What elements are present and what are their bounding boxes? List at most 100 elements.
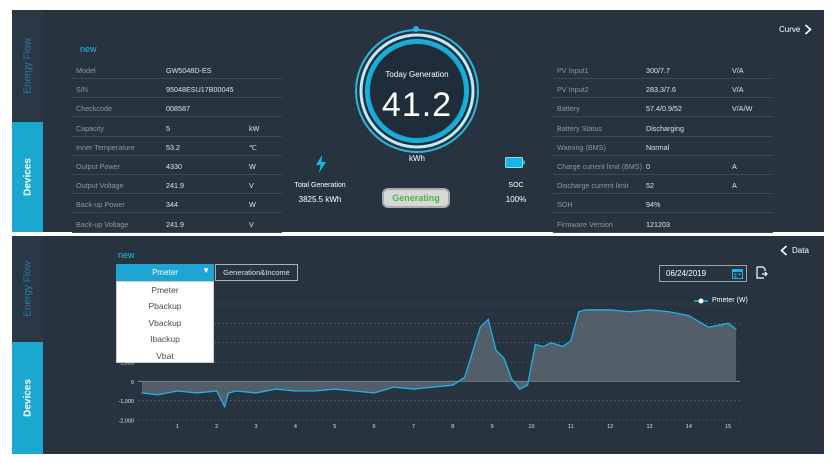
tab-energy-flow-label: Energy Flow	[22, 38, 33, 94]
generation-income-button[interactable]: Generation&Income	[215, 264, 298, 281]
gauge-value: 41.2	[381, 86, 453, 124]
data-label: Data	[792, 246, 809, 255]
data-point	[495, 349, 497, 351]
total-generation-value: 3825.5 kWh	[298, 195, 342, 204]
info-unit: A	[732, 181, 737, 191]
info-label: Checkcode	[76, 104, 112, 114]
data-point	[668, 311, 670, 313]
tab-devices[interactable]: Devices	[12, 122, 43, 232]
info-row: S/N 95048ESU17B00045	[72, 79, 282, 99]
info-row: Firmware Version 121203	[553, 214, 773, 233]
data-point	[707, 326, 710, 328]
data-point	[412, 388, 415, 390]
total-generation-label: Total Generation	[294, 182, 346, 189]
gauge-title: Today Generation	[385, 70, 449, 79]
chevron-down-icon: ▼	[202, 266, 210, 275]
export-icon[interactable]	[756, 266, 768, 279]
calendar-icon[interactable]	[732, 268, 743, 279]
info-row: Output Power 4330 W	[72, 156, 282, 175]
generating-status-button[interactable]: Generating	[382, 188, 450, 208]
info-value: 5	[166, 123, 170, 133]
tab-energy-flow[interactable]: Energy Flow	[12, 236, 43, 342]
info-value: 241.9	[166, 181, 184, 191]
data-point	[353, 390, 356, 392]
dropdown-option[interactable]: Pbackup	[148, 301, 182, 312]
data-point	[585, 309, 588, 311]
data-point	[570, 340, 572, 342]
data-point	[334, 388, 336, 390]
x-tick-label: 13	[646, 424, 652, 430]
date-value: 06/24/2019	[666, 269, 707, 278]
info-label: PV Input1	[557, 66, 589, 75]
lightning-icon	[316, 155, 326, 173]
data-point	[196, 392, 198, 394]
x-tick-label: 3	[255, 424, 258, 430]
data-point	[479, 326, 481, 328]
x-tick-label: 7	[412, 424, 415, 430]
info-value: 53.2	[166, 142, 180, 152]
new-label: new	[80, 44, 97, 54]
x-tick-label: 11	[568, 424, 574, 430]
info-row: Back-up Power 344 W	[72, 194, 282, 214]
data-point	[275, 388, 277, 390]
info-row: SOH 94%	[553, 194, 773, 214]
dropdown-option[interactable]: Pmeter	[151, 285, 179, 295]
info-label: Back-up Power	[76, 200, 125, 210]
dropdown-option[interactable]: Vbat	[156, 350, 174, 361]
info-label: Firmware Version	[557, 219, 613, 229]
pmeter-select[interactable]: Pmeter ▼	[116, 264, 214, 281]
curve-link[interactable]: Curve	[779, 24, 813, 35]
info-label: PV Input2	[557, 85, 589, 95]
dropdown-option[interactable]: Ibackup	[150, 334, 180, 345]
x-tick-label: 12	[607, 424, 613, 430]
info-value: 0	[646, 162, 650, 171]
info-value: 241.9	[166, 219, 184, 229]
curve-label: Curve	[779, 25, 801, 34]
info-value: 008587	[166, 104, 190, 114]
info-label: Inner Temperature	[76, 142, 135, 152]
chevron-right-icon	[805, 24, 813, 35]
info-label: Battery Status	[557, 123, 603, 133]
chart-legend[interactable]: Pmeter (W)	[694, 297, 748, 304]
info-value: 121203	[646, 219, 670, 229]
x-tick-label: 5	[333, 424, 336, 430]
data-point	[629, 311, 631, 313]
info-value: 344	[166, 200, 178, 210]
data-point	[727, 322, 729, 324]
data-point	[141, 392, 143, 394]
legend-label: Pmeter (W)	[712, 297, 748, 304]
info-label: Output Power	[76, 162, 120, 171]
dropdown-option[interactable]: Vbackup	[148, 317, 182, 328]
x-tick-label: 8	[451, 424, 454, 430]
data-point	[593, 309, 596, 311]
x-tick-label: 15	[725, 424, 731, 430]
series-line	[141, 309, 737, 409]
x-tick-label: 10	[528, 424, 534, 430]
page-indicator-dot[interactable]	[413, 26, 419, 32]
info-row: Back-up Voltage 241.9 V	[72, 214, 282, 233]
battery-icon	[505, 157, 525, 168]
data-link[interactable]: Data	[780, 245, 809, 256]
data-point	[519, 388, 521, 390]
tab-devices[interactable]: Devices	[12, 342, 43, 454]
series-area	[141, 309, 737, 407]
x-tick-label: 6	[373, 424, 376, 430]
info-unit: W	[249, 162, 256, 171]
data-point	[609, 309, 611, 311]
today-generation-gauge: Today Generation 41.2 kWh	[354, 28, 480, 163]
pmeter-dropdown-menu: Pmeter Pbackup Vbackup Ibackup Vbat	[116, 281, 214, 363]
info-row: Model GW5048D-ES	[72, 60, 282, 79]
tab-energy-flow[interactable]: Energy Flow	[12, 10, 43, 122]
x-tick-label: 14	[686, 424, 692, 430]
info-unit: V/A/W	[732, 104, 753, 114]
info-value: 57.4/0.9/52	[646, 104, 682, 114]
info-value: 52	[646, 181, 654, 191]
date-picker[interactable]: 06/24/2019	[659, 265, 747, 282]
info-label: S/N	[76, 85, 88, 95]
info-label: Warning (BMS)	[557, 142, 606, 152]
info-value: Discharging	[646, 123, 684, 133]
data-point	[487, 318, 489, 321]
info-unit: A	[732, 162, 737, 171]
data-point	[223, 405, 226, 408]
legend-marker-icon	[694, 298, 708, 303]
